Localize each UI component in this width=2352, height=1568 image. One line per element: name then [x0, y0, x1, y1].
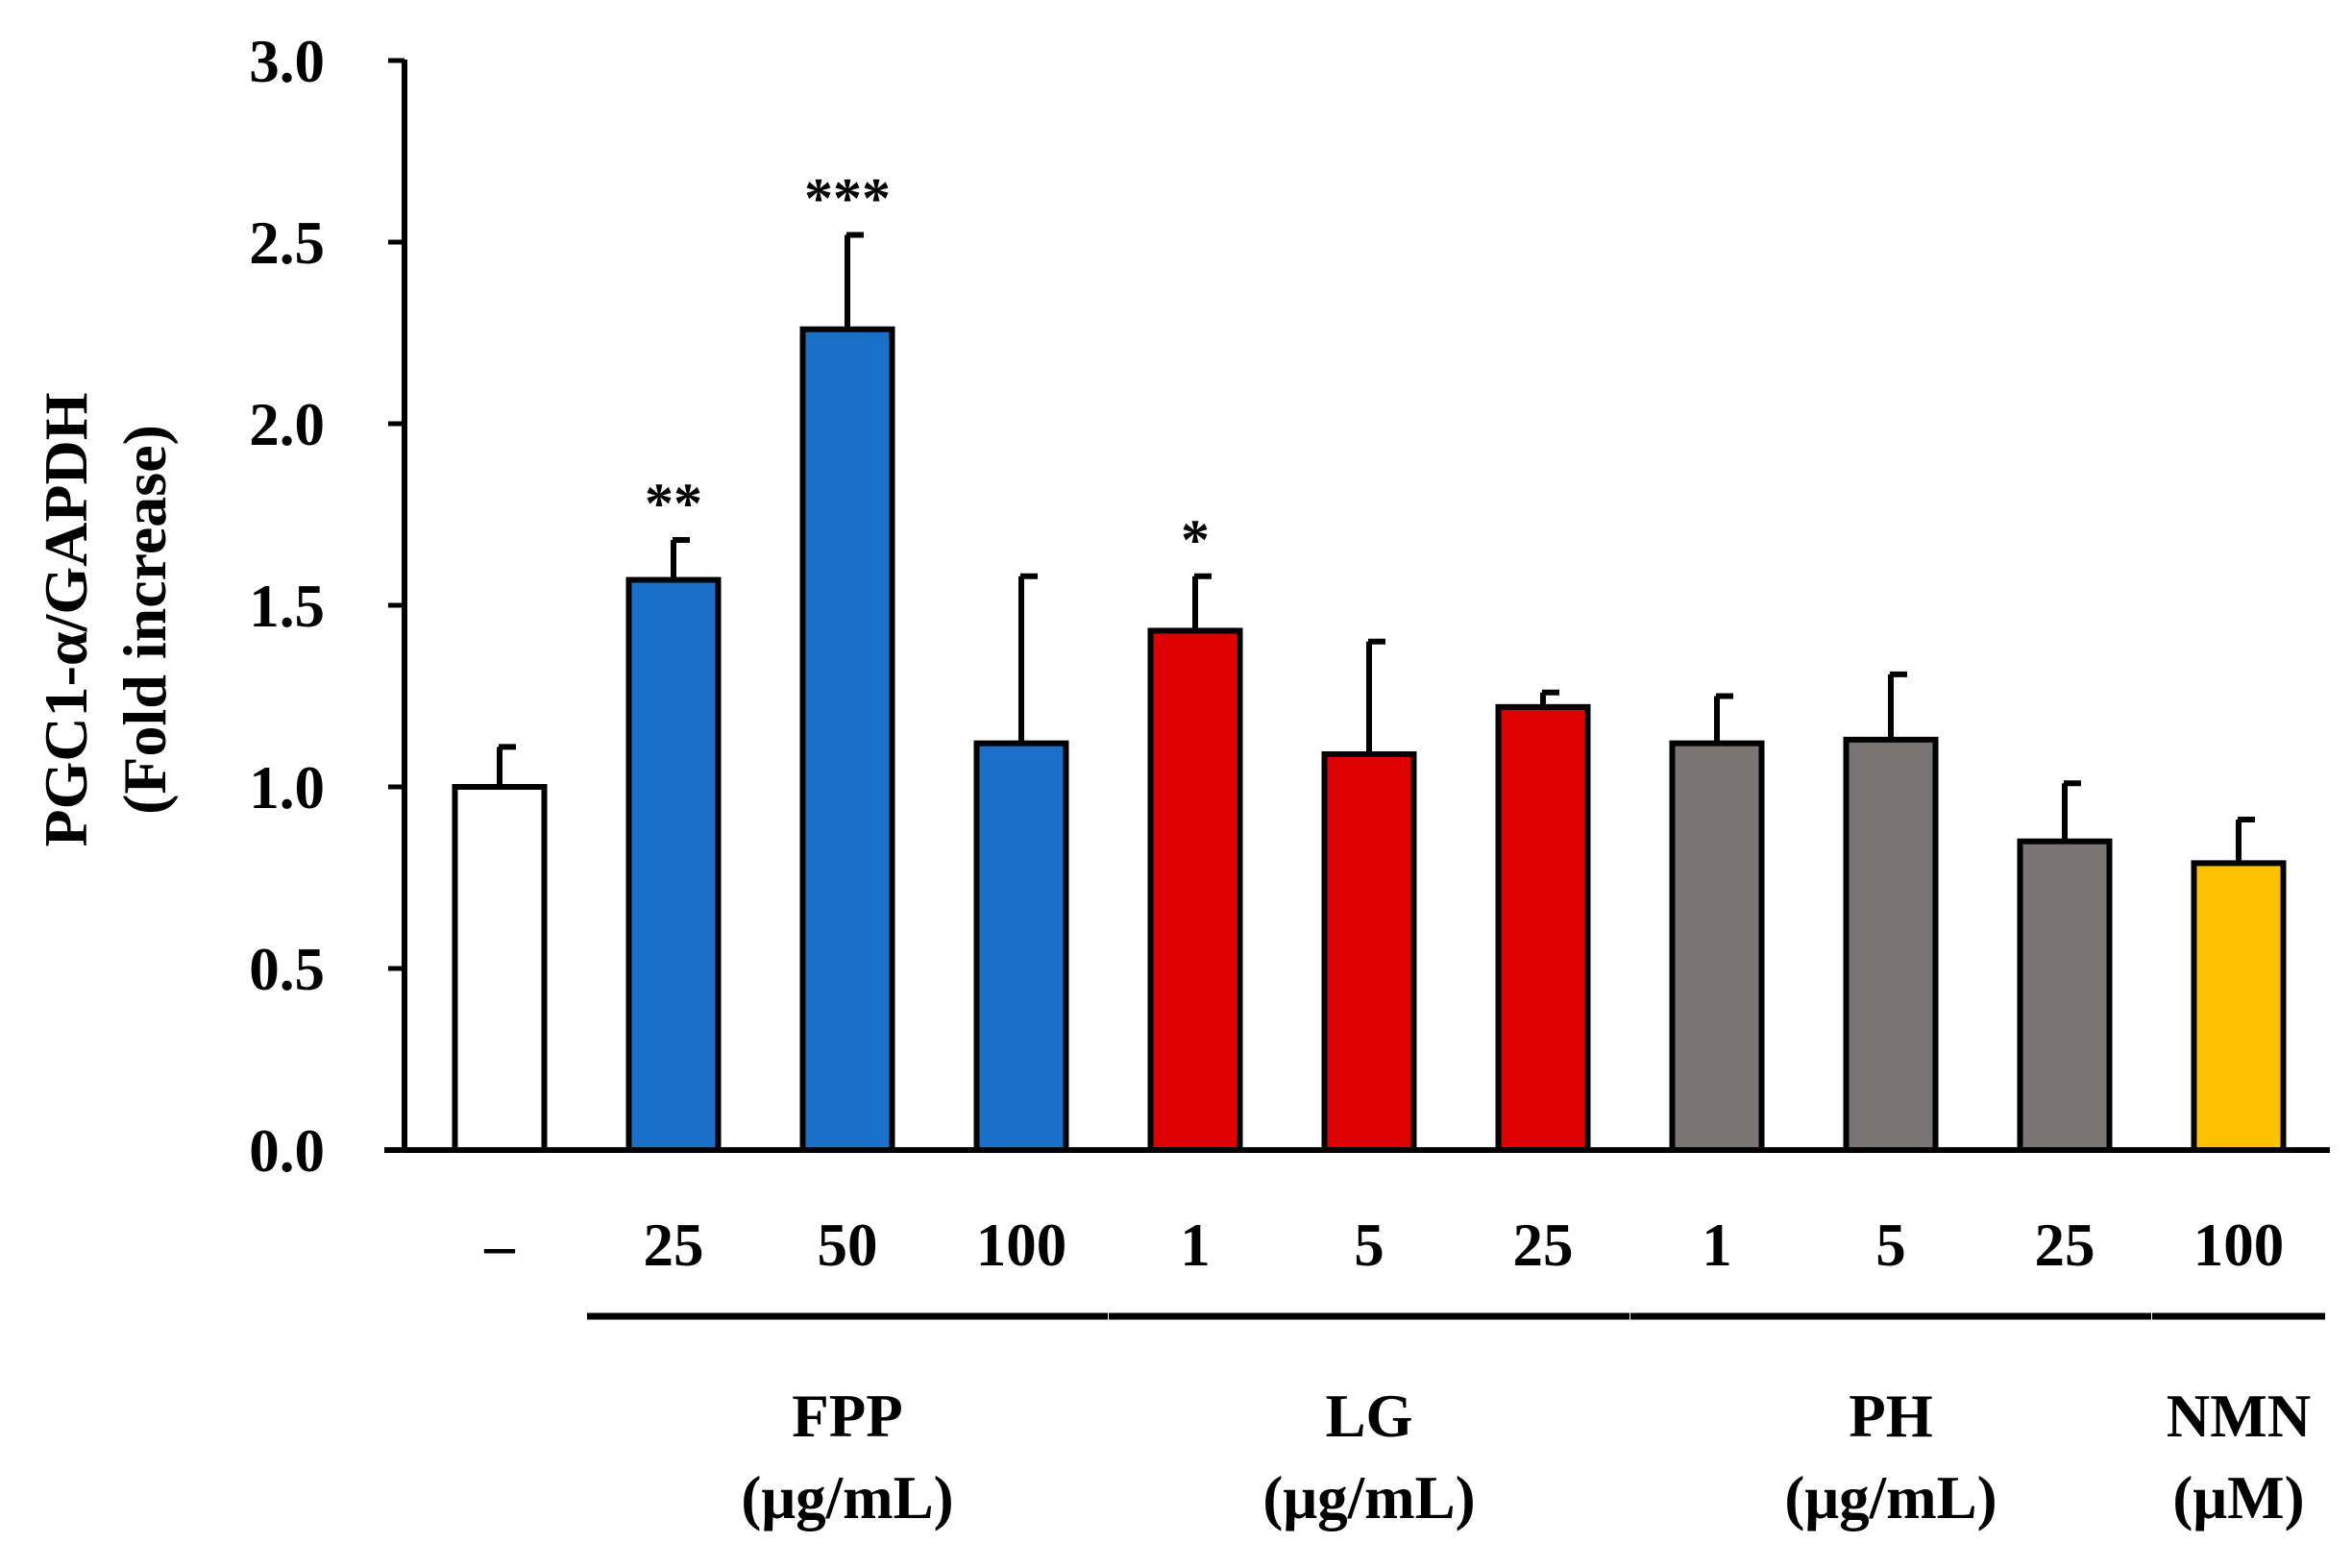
bar: [2017, 838, 2113, 1153]
y-tick-label: 2.0: [249, 391, 325, 458]
group-name: NMN: [2167, 1383, 2311, 1450]
y-tick-label: 1.5: [249, 573, 325, 640]
x-tick-label: –: [483, 1212, 515, 1279]
group-unit: (μg/mL): [741, 1464, 953, 1531]
x-axis-tick-labels: – 25 50 100 1 5 25 1 5 25 100: [483, 1212, 2284, 1279]
x-tick-label: 100: [2193, 1212, 2285, 1279]
bar: [1321, 750, 1417, 1153]
x-tick-label: 50: [818, 1212, 878, 1279]
bar: [2191, 860, 2287, 1153]
group-unit: (μM): [2172, 1464, 2304, 1531]
group-unit: (μg/mL): [1784, 1464, 1997, 1531]
group-name: LG: [1325, 1383, 1412, 1450]
significance-marker: ***: [804, 166, 891, 230]
x-tick-label: 100: [976, 1212, 1067, 1279]
bar: [1669, 740, 1765, 1153]
y-axis-label: PGC1-α/GAPDH (Fold increase): [32, 393, 179, 847]
x-tick-label: 25: [644, 1212, 704, 1279]
x-tick-label: 5: [1354, 1212, 1384, 1279]
y-tick-label: 0.0: [249, 1117, 325, 1185]
x-tick-label: 1: [1180, 1212, 1211, 1279]
error-bars: [497, 232, 2255, 864]
y-tick-label: 3.0: [249, 28, 325, 95]
x-tick-label: 1: [1702, 1212, 1732, 1279]
x-tick-label: 25: [1513, 1212, 1574, 1279]
significance-markers: ******: [645, 166, 1210, 571]
bar: [452, 784, 548, 1153]
y-tick-label: 0.5: [249, 936, 325, 1003]
y-axis-label-line-1: PGC1-α/GAPDH: [32, 393, 100, 847]
x-tick-label: 5: [1875, 1212, 1906, 1279]
y-tick-label: 2.5: [249, 209, 325, 277]
bar: [799, 326, 895, 1154]
bars: [452, 326, 2287, 1154]
bar: [1495, 703, 1591, 1154]
significance-marker: **: [645, 472, 702, 535]
bar: [1843, 736, 1939, 1153]
bar: [1147, 627, 1243, 1153]
y-tick-label: 1.0: [249, 754, 325, 821]
group-name: FPP: [792, 1383, 902, 1450]
x-tick-label: 25: [2035, 1212, 2095, 1279]
bar: [973, 740, 1069, 1153]
group-unit: (μg/mL): [1262, 1464, 1475, 1531]
significance-marker: *: [1181, 508, 1210, 572]
bar: [625, 576, 722, 1153]
group-name: PH: [1849, 1383, 1933, 1450]
y-axis-ticks: 0.0 0.5 1.0 1.5 2.0 2.5 3.0: [249, 28, 404, 1185]
y-axis-label-line-2: (Fold increase): [110, 425, 179, 815]
group-labels: FPP (μg/mL) LG (μg/mL) PH (μg/mL) NMN (μM): [587, 1312, 2325, 1531]
